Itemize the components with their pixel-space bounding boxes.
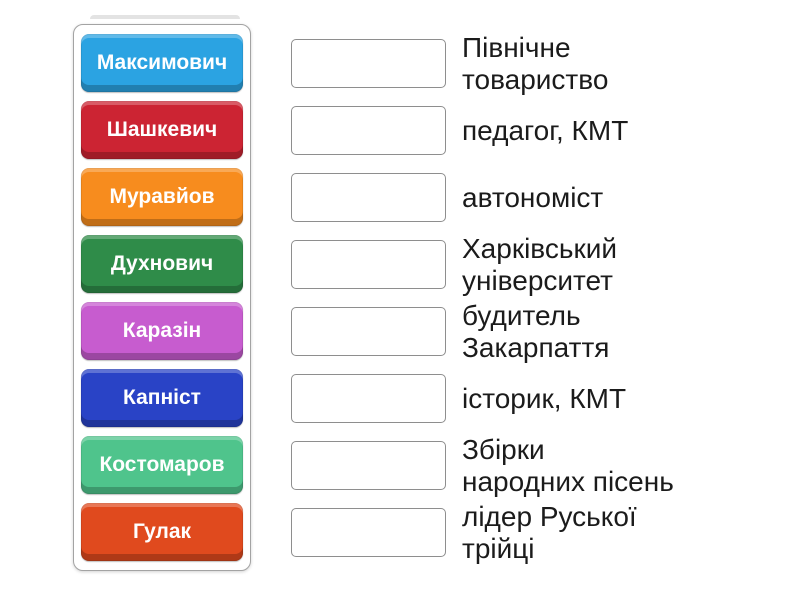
answer-tile-maksymovych[interactable]: Максимович (81, 34, 243, 92)
drop-zone-5[interactable] (291, 307, 446, 356)
clue-text: Харківський університет (462, 232, 617, 296)
drop-zone-4[interactable] (291, 240, 446, 289)
answer-tile-kapnist[interactable]: Капніст (81, 369, 243, 427)
match-row: Північне товариство (291, 30, 761, 97)
answer-tiles-panel: Максимович Шашкевич Муравйов Духнович Ка… (73, 24, 251, 571)
match-row: педагог, КМТ (291, 97, 761, 164)
answer-tile-dukhnovych[interactable]: Духнович (81, 235, 243, 293)
clue-text: історик, КМТ (462, 382, 627, 414)
drop-zone-8[interactable] (291, 508, 446, 557)
drop-zone-6[interactable] (291, 374, 446, 423)
match-row: історик, КМТ (291, 365, 761, 432)
drop-zone-2[interactable] (291, 106, 446, 155)
match-row: автономіст (291, 164, 761, 231)
answer-tile-karazin[interactable]: Каразін (81, 302, 243, 360)
drop-zone-1[interactable] (291, 39, 446, 88)
answer-tile-muravyov[interactable]: Муравйов (81, 168, 243, 226)
match-row: Збірки народних пісень (291, 432, 761, 499)
clue-text: автономіст (462, 181, 604, 213)
panel-stack-edge (90, 15, 240, 19)
clue-match-column: Північне товариство педагог, КМТ автоном… (291, 30, 761, 566)
drop-zone-3[interactable] (291, 173, 446, 222)
clue-text: Північне товариство (462, 31, 609, 95)
drop-zone-7[interactable] (291, 441, 446, 490)
match-row: лідер Руської трійці (291, 499, 761, 566)
answer-tile-shashkevych[interactable]: Шашкевич (81, 101, 243, 159)
match-row: Харківський університет (291, 231, 761, 298)
clue-text: Збірки народних пісень (462, 433, 674, 497)
match-row: будитель Закарпаття (291, 298, 761, 365)
clue-text: будитель Закарпаття (462, 299, 610, 363)
answer-tile-kostomarov[interactable]: Костомаров (81, 436, 243, 494)
answer-tile-hulak[interactable]: Гулак (81, 503, 243, 561)
clue-text: лідер Руської трійці (462, 500, 637, 564)
clue-text: педагог, КМТ (462, 114, 629, 146)
